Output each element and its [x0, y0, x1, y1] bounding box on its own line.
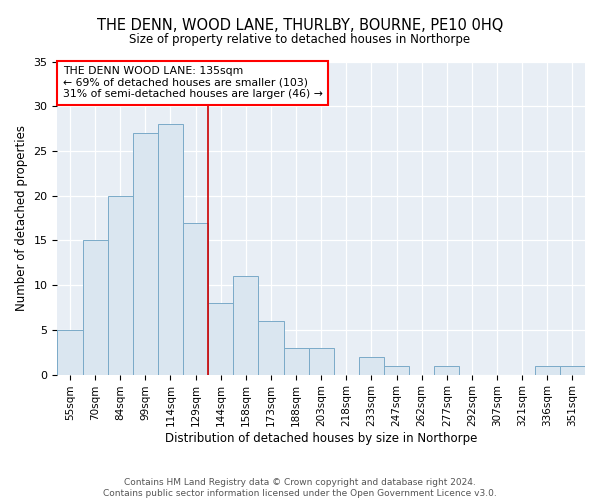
Bar: [107, 196, 133, 374]
Text: THE DENN WOOD LANE: 135sqm
← 69% of detached houses are smaller (103)
31% of sem: THE DENN WOOD LANE: 135sqm ← 69% of deta…: [62, 66, 323, 100]
Bar: [384, 366, 409, 374]
Text: THE DENN, WOOD LANE, THURLBY, BOURNE, PE10 0HQ: THE DENN, WOOD LANE, THURLBY, BOURNE, PE…: [97, 18, 503, 32]
Bar: [58, 330, 83, 374]
Bar: [308, 348, 334, 374]
Text: Contains HM Land Registry data © Crown copyright and database right 2024.
Contai: Contains HM Land Registry data © Crown c…: [103, 478, 497, 498]
Bar: [233, 276, 259, 374]
Bar: [158, 124, 183, 374]
Bar: [208, 303, 233, 374]
Bar: [434, 366, 460, 374]
Bar: [560, 366, 585, 374]
Bar: [183, 222, 208, 374]
X-axis label: Distribution of detached houses by size in Northorpe: Distribution of detached houses by size …: [165, 432, 478, 445]
Bar: [259, 321, 284, 374]
Bar: [133, 133, 158, 374]
Bar: [83, 240, 107, 374]
Bar: [284, 348, 308, 374]
Text: Size of property relative to detached houses in Northorpe: Size of property relative to detached ho…: [130, 32, 470, 46]
Bar: [359, 356, 384, 374]
Bar: [535, 366, 560, 374]
Y-axis label: Number of detached properties: Number of detached properties: [15, 125, 28, 311]
